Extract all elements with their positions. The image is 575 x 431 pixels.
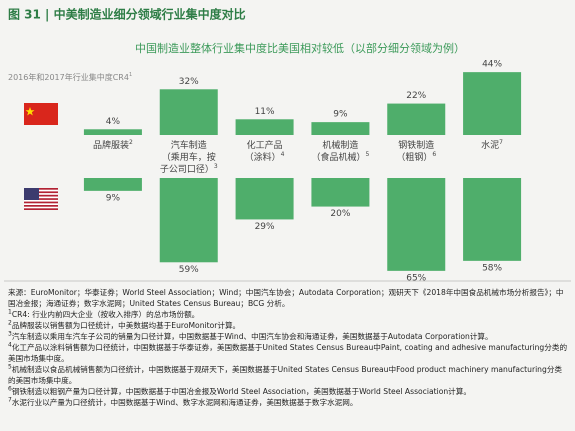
value-label: 20% — [330, 209, 350, 219]
footnote-mark: 5 — [8, 363, 12, 371]
category-label: 汽车制造 （乘用车，按 子公司口径）3 — [151, 140, 227, 176]
category-label: 机械制造 （食品机械）5 — [302, 140, 378, 164]
footnote: 5机械制造以食品机械销售额为口径统计，中国数据基于观研天下，美国数据基于Unit… — [8, 364, 568, 386]
value-label: 65% — [406, 273, 426, 283]
category-text: 钢铁制造 （粗钢） — [396, 141, 435, 163]
category-note: 5 — [365, 151, 370, 158]
category-note: 6 — [432, 151, 437, 158]
chart-subtitle: 中国制造业整体行业集中度比美国相对较低（以部分细分领域为例） — [135, 41, 465, 55]
value-label: 58% — [482, 263, 502, 273]
bar — [311, 122, 370, 135]
axis-note-text: 2016年和2017年行业集中度CR4 — [8, 72, 129, 82]
category-text: 机械制造 （食品机械） — [311, 141, 366, 163]
category-label: 钢铁制造 （粗钢）6 — [378, 140, 454, 164]
footnote: 6钢铁制造以粗钢产量为口径计算，中国数据基于中国冶金报及World Steel … — [8, 386, 568, 397]
footnote-mark: 3 — [8, 330, 12, 338]
source: 来源：EuroMonitor；华泰证券；World Steel Associat… — [8, 288, 564, 308]
bar — [387, 103, 446, 135]
category-text: 汽车制造 （乘用车，按 子公司口径） — [159, 141, 216, 175]
category-note: 7 — [499, 139, 503, 146]
value-label: 59% — [179, 265, 199, 275]
footnote-text: 汽车制造以乘用车汽车子公司的销量为口径计算，中国数据基于Wind、中国汽车协会和… — [11, 332, 493, 341]
value-label: 9% — [106, 193, 121, 203]
category-note: 4 — [280, 151, 285, 158]
bar — [463, 178, 522, 261]
china-flag — [24, 103, 58, 125]
bar — [83, 178, 142, 191]
bar — [83, 129, 142, 135]
value-label: 11% — [255, 107, 275, 117]
footnote-mark: 6 — [8, 385, 12, 393]
footnote-mark: 7 — [8, 396, 12, 404]
value-label: 22% — [406, 91, 426, 101]
footnote-text: 品牌服装以销售额为口径统计，中美数据均基于EuroMonitor计算。 — [11, 321, 241, 330]
bar — [159, 178, 218, 263]
category-note: 2 — [129, 139, 133, 146]
category-label: 化工产品 （涂料）4 — [227, 140, 303, 164]
value-label: 9% — [333, 110, 348, 120]
bar — [235, 119, 294, 135]
category-text: 品牌服装 — [92, 141, 129, 151]
footnote: 7水泥行业以产量为口径统计，中国数据基于Wind、数字水泥网和海通证券，美国数据… — [8, 397, 568, 408]
bar — [387, 178, 446, 271]
footnote: 2品牌服装以销售额为口径统计，中美数据均基于EuroMonitor计算。 — [8, 320, 568, 331]
bar — [311, 178, 370, 207]
us-flag — [24, 188, 58, 210]
value-label: 32% — [179, 77, 199, 87]
bar — [463, 72, 522, 135]
value-label: 44% — [482, 60, 502, 70]
value-label: 29% — [255, 222, 275, 232]
footnote-mark: 4 — [8, 341, 12, 349]
category-label: 水泥7 — [454, 140, 530, 152]
category-text: 水泥 — [481, 141, 500, 151]
bar — [235, 178, 294, 220]
chart-title: 图 31 | 中美制造业细分领域行业集中度对比 — [8, 7, 246, 22]
axis-note: 2016年和2017年行业集中度CR41 — [8, 72, 132, 82]
value-label: 4% — [106, 117, 121, 127]
footnotes: 来源：EuroMonitor；华泰证券；World Steel Associat… — [8, 287, 568, 408]
category-text: 化工产品 （涂料） — [244, 141, 283, 163]
bar — [159, 89, 218, 135]
category-label: 品牌服装2 — [75, 140, 151, 152]
footnote: 3汽车制造以乘用车汽车子公司的销量为口径计算，中国数据基于Wind、中国汽车协会… — [8, 331, 568, 342]
footnote-text: 化工产品以涂料销售额为口径统计，中国数据基于华泰证券，美国数据基于United … — [8, 343, 568, 363]
footnote: 1CR4: 行业内前四大企业（按收入排序）的总市场份额。 — [8, 309, 568, 320]
footnote-text: 机械制造以食品机械销售额为口径统计，中国数据基于观研天下，美国数据基于Unite… — [8, 365, 563, 385]
category-note: 3 — [213, 163, 218, 170]
footnote-mark: 2 — [8, 319, 12, 327]
footnote-text: 钢铁制造以粗钢产量为口径计算，中国数据基于中国冶金报及World Steel A… — [11, 387, 471, 396]
footnote-mark: 1 — [8, 308, 12, 316]
axis-note-mark: 1 — [129, 72, 132, 78]
footnote: 4化工产品以涂料销售额为口径统计，中国数据基于华泰证券，美国数据基于United… — [8, 342, 568, 364]
footnote-text: CR4: 行业内前四大企业（按收入排序）的总市场份额。 — [11, 310, 200, 319]
footnote-text: 水泥行业以产量为口径统计，中国数据基于Wind、数字水泥网和海通证券，美国数据基… — [11, 398, 358, 407]
